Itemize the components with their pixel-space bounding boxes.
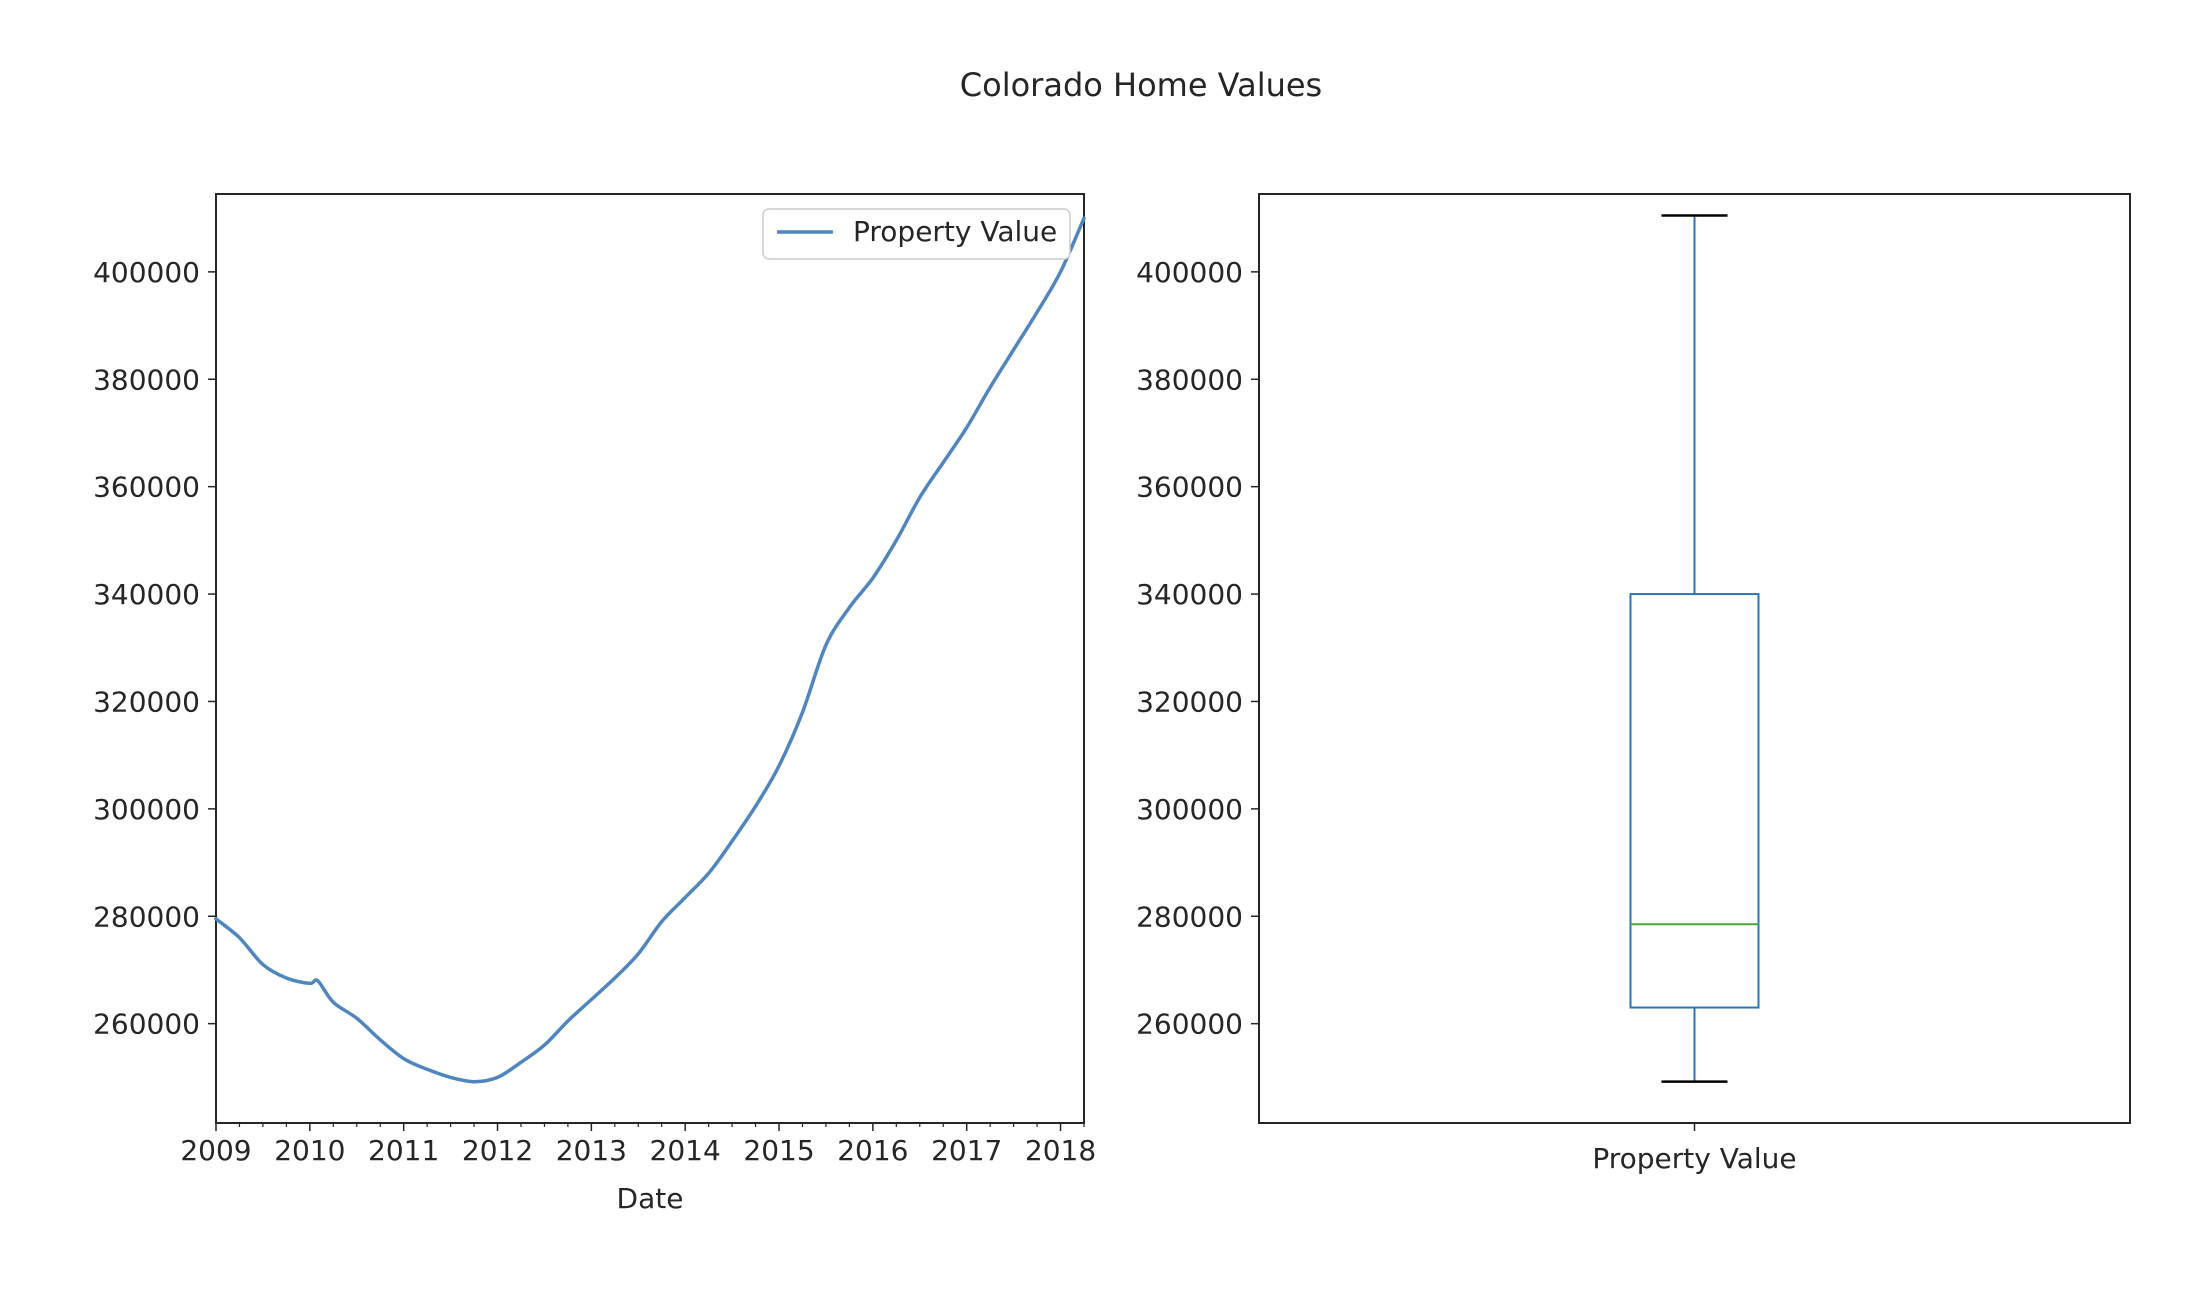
box-plot-x-ticks: Property Value: [1592, 1123, 1797, 1175]
y-tick-label: 260000: [93, 1008, 200, 1041]
line-chart: 260000 280000 300000 320000 340000 360000 3800…: [93, 193, 1096, 1215]
y-tick-label: 300000: [93, 793, 200, 826]
x-tick-label: 2016: [837, 1134, 908, 1167]
x-tick-label: 2014: [650, 1134, 721, 1167]
y-tick-label: 360000: [93, 471, 200, 504]
line-chart-x-ticks: 2009 2010 2011 2012 2013 2014 2015 2016 2017 2018: [180, 1123, 1096, 1167]
y-tick-label: 400000: [1136, 256, 1243, 289]
y-tick-label: 380000: [1136, 363, 1243, 396]
y-tick-label: 340000: [93, 578, 200, 611]
y-tick-label: 360000: [1136, 471, 1243, 504]
figure-title: Colorado Home Values: [960, 66, 1322, 104]
line-chart-frame: [215, 193, 1085, 1124]
x-tick-label: 2011: [368, 1134, 439, 1167]
legend: Property Value: [762, 208, 1071, 260]
y-tick-label: 320000: [93, 685, 200, 718]
box-plot: 260000 280000 300000 320000 340000 360000 3800…: [1136, 193, 2131, 1175]
x-tick-label: 2010: [274, 1134, 345, 1167]
y-tick-label: 400000: [93, 256, 200, 289]
x-tick-label: 2018: [1025, 1134, 1096, 1167]
y-tick-label: 320000: [1136, 685, 1243, 718]
x-tick-label: Property Value: [1592, 1142, 1796, 1175]
line-chart-x-axis-label: Date: [617, 1182, 684, 1215]
y-tick-label: 280000: [1136, 900, 1243, 933]
x-tick-label: 2009: [180, 1134, 251, 1167]
line-chart-y-ticks: 260000 280000 300000 320000 340000 360000 3800…: [93, 256, 216, 1041]
y-tick-label: 280000: [93, 900, 200, 933]
series-line-property-value: [214, 216, 1086, 1084]
box-plot-marks: [1629, 214, 1760, 1083]
x-tick-label: 2013: [556, 1134, 627, 1167]
legend-box: [762, 208, 1071, 260]
legend-entry-property-value: Property Value: [853, 215, 1057, 248]
y-tick-label: 380000: [93, 363, 200, 396]
y-tick-label: 260000: [1136, 1008, 1243, 1041]
box-iqr: [1629, 593, 1760, 1009]
y-tick-label: 300000: [1136, 793, 1243, 826]
x-tick-label: 2012: [462, 1134, 533, 1167]
y-tick-label: 340000: [1136, 578, 1243, 611]
x-tick-label: 2017: [931, 1134, 1002, 1167]
x-tick-label: 2015: [743, 1134, 814, 1167]
box-plot-y-ticks: 260000 280000 300000 320000 340000 360000 3800…: [1136, 256, 1259, 1041]
